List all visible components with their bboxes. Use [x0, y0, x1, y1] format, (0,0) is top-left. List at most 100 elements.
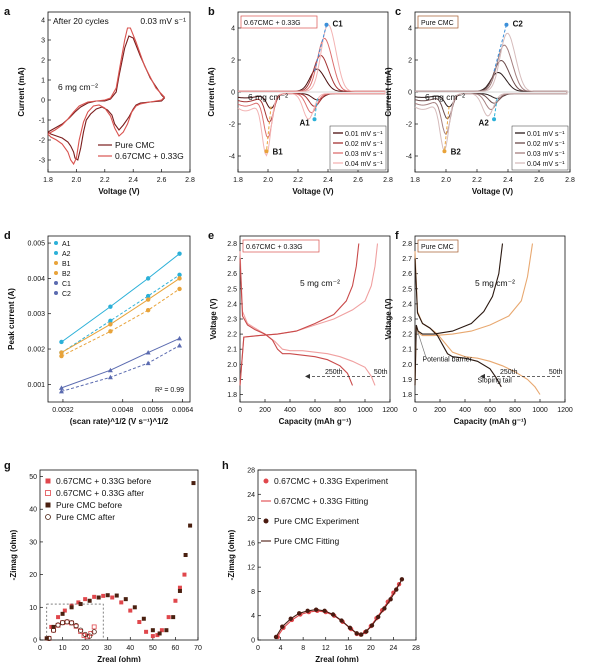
legend-label: Pure CMC before [56, 500, 122, 510]
legend-label: Pure CMC Experiment [274, 516, 360, 526]
data-point [177, 251, 182, 256]
legend-label: A1 [62, 241, 71, 248]
arrow-head [312, 117, 317, 122]
fit-line-1 [61, 274, 180, 354]
x-tick-label: 0.0032 [52, 407, 74, 414]
legend-marker [45, 502, 51, 508]
arrow-head [442, 149, 447, 154]
legend-label: C2 [62, 291, 71, 298]
x-axis-label: Voltage (V) [98, 187, 140, 196]
y-tick-label: 2.6 [402, 271, 412, 278]
x-tick-label: 0 [38, 645, 42, 652]
x-tick-label: 2.0 [441, 177, 451, 184]
fit-line-3 [61, 288, 180, 357]
y-tick-label: -2 [406, 122, 412, 129]
legend-label: 0.67CMC + 0.33G [115, 151, 184, 161]
panel-e: e 0 200 400 600 800 1000 1200 1.8 1.9 2.0 2.1 2.2 2.3… [208, 230, 398, 426]
peak-shift-arrow [314, 98, 318, 120]
x-tick-label: 24 [390, 645, 398, 652]
y-tick-label: 2.3 [227, 317, 237, 324]
series-line-3 [414, 243, 504, 386]
arrow-head [264, 149, 269, 154]
data-point [107, 374, 113, 380]
x-tick-label: 50 [149, 645, 157, 652]
y-tick-label: 20 [29, 572, 37, 579]
data-point [183, 553, 188, 557]
x-tick-label: 1.8 [233, 177, 243, 184]
legend-label: 0.67CMC + 0.33G before [56, 476, 151, 486]
y-tick-label: 2.8 [402, 241, 412, 248]
data-point [58, 385, 64, 390]
data-point [145, 297, 151, 302]
x-tick-label: 8 [301, 645, 305, 652]
y-tick-label: 2 [231, 58, 235, 65]
series-line-2 [239, 258, 354, 386]
x-tick-label: 1000 [532, 407, 548, 414]
y-tick-label: -3 [39, 158, 45, 165]
x-tick-label: 20 [81, 645, 89, 652]
plot-frame [47, 11, 191, 173]
panel-title: After 20 cycles [53, 16, 109, 26]
data-point [96, 595, 101, 600]
loading-label: 6 mg cm⁻² [425, 92, 465, 102]
y-tick-label: 2.0 [227, 362, 237, 369]
data-point [145, 360, 151, 366]
data-point [78, 627, 84, 633]
legend-marker [54, 241, 58, 245]
legend-marker [45, 514, 51, 520]
data-point [81, 633, 87, 638]
y-tick-label: -1 [39, 118, 45, 125]
fit-line-5 [61, 345, 180, 392]
y-tick-label: 0.002 [27, 347, 45, 354]
data-point [145, 350, 151, 355]
y-tick-label: 2.5 [402, 286, 412, 293]
y-tick-label: 30 [29, 539, 37, 546]
legend-label: 0.67CMC + 0.33G after [56, 488, 144, 498]
y-tick-label: -4 [229, 154, 235, 161]
x-tick-label: 2.0 [263, 177, 273, 184]
data-point [108, 304, 113, 309]
x-tick-label: 0.0048 [112, 407, 134, 414]
data-point [49, 624, 54, 629]
y-tick-label: 20 [247, 516, 255, 523]
y-axis-label: Current (mA) [384, 67, 393, 117]
y-tick-label: 2.2 [402, 332, 412, 339]
legend-marker [45, 490, 51, 496]
panel-g: g 0 10 20 30 40 50 60 70 0 10 20 30 40 50 Zreal (ohm) -Z… [4, 460, 202, 662]
x-tick-label: 2.2 [472, 177, 482, 184]
y-tick-label: 2.7 [402, 256, 412, 263]
x-tick-label: 0 [256, 645, 260, 652]
plot-frame [47, 235, 191, 403]
y-tick-label: 12 [247, 565, 255, 572]
plot-frame [257, 469, 417, 641]
y-tick-label: 50 [29, 474, 37, 481]
arrow-head [480, 373, 485, 379]
y-tick-label: 16 [247, 540, 255, 547]
scan-rate-label: 0.03 mV s⁻¹ [140, 16, 186, 26]
data-point [59, 339, 64, 345]
x-axis-label: Zreal (ohm) [315, 655, 359, 662]
x-tick-label: 0.0056 [142, 407, 164, 414]
data-point [145, 293, 151, 299]
peak-shift-arrow [493, 24, 507, 72]
cycle-label: 50th [549, 369, 563, 376]
x-tick-label: 600 [484, 407, 496, 414]
cycle-label: 250th [325, 369, 343, 376]
y-tick-label: -2 [39, 138, 45, 145]
data-point [150, 628, 155, 633]
panel-d: d 0.0032 0.0048 0.0056 0.0064 0.001 0.002 0.003… [4, 230, 193, 426]
y-tick-label: 4 [231, 26, 235, 33]
pointer-line [417, 330, 427, 359]
x-tick-label: 4 [279, 645, 283, 652]
legend-label: Pure CMC after [56, 512, 115, 522]
y-axis-label: -Zimag (ohm) [9, 529, 18, 580]
data-point [76, 600, 81, 605]
x-tick-label: 1200 [382, 407, 398, 414]
peak-label-c: C1 [333, 19, 344, 28]
legend-label: 0.03 mV s⁻¹ [345, 151, 383, 158]
data-point [159, 628, 164, 633]
barrier-label: Potential barrier [423, 356, 473, 363]
y-tick-label: 8 [251, 589, 255, 596]
x-tick-label: 70 [194, 645, 202, 652]
